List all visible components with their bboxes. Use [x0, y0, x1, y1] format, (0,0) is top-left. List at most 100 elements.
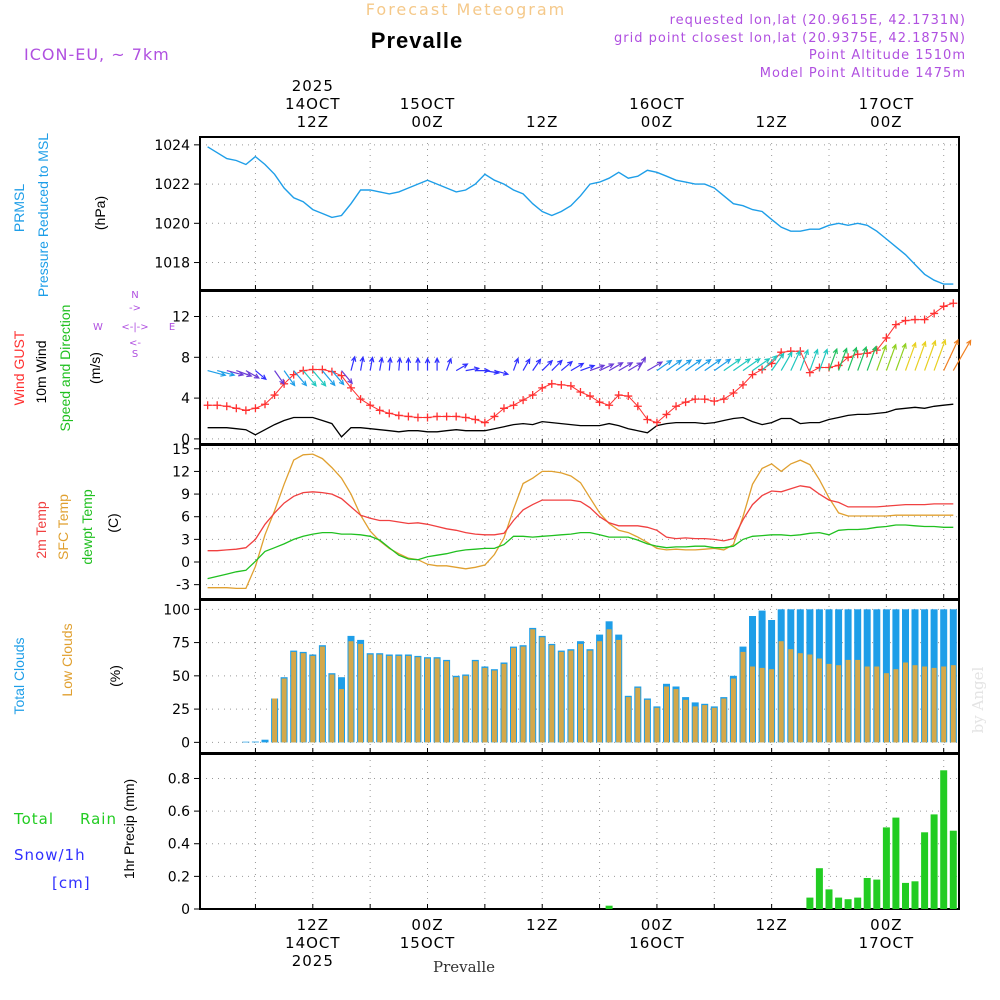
gust-marker — [566, 381, 575, 390]
wind-ytick-label: 0 — [181, 432, 190, 448]
gust-marker — [538, 383, 547, 392]
compass-arrow-up: -> — [129, 303, 141, 314]
bottom-time-label: 14OCT — [285, 934, 341, 952]
gust-marker — [719, 395, 728, 404]
wind-arrow — [799, 348, 809, 371]
gust-marker — [595, 398, 604, 407]
wind-arrow — [694, 358, 712, 372]
wind-arrow — [532, 358, 542, 371]
wind-ytick-label: 4 — [181, 391, 190, 407]
clouds-ytick-label: 100 — [163, 602, 190, 618]
gust-marker — [586, 392, 595, 401]
low-cloud-bar — [597, 641, 603, 743]
wind-arrow — [885, 343, 897, 371]
top-time-label: 00Z — [641, 113, 673, 131]
low-cloud-bar — [912, 665, 918, 743]
t2m-line — [207, 485, 954, 552]
wind-arrow — [321, 370, 336, 387]
wind-arrow — [599, 363, 615, 372]
low-cloud-bar — [625, 697, 631, 743]
pressure-ytick-label: 1020 — [154, 216, 190, 232]
rain-bar — [940, 770, 948, 909]
low-cloud-bar — [434, 658, 440, 743]
gust-marker — [738, 380, 747, 389]
gust-marker — [490, 412, 499, 421]
top-time-label: 14OCT — [285, 95, 341, 113]
clouds-ytick-label: 50 — [172, 669, 190, 685]
gust-marker — [404, 412, 413, 421]
low-cloud-bar — [654, 707, 660, 743]
top-time-label: 12Z — [297, 113, 329, 131]
low-cloud-bar — [444, 661, 450, 743]
wind-arrow — [207, 370, 227, 377]
gust-marker — [605, 401, 614, 410]
gust-marker — [672, 402, 681, 411]
low-cloud-bar — [386, 655, 392, 743]
gust-marker — [882, 333, 891, 342]
rain-bar — [921, 832, 929, 909]
wind-ytick-label: 8 — [181, 350, 190, 366]
low-cloud-bar — [788, 649, 794, 743]
gust-marker — [528, 391, 537, 400]
pressure-units: (hPa) — [92, 196, 108, 230]
wind-arrow — [369, 356, 375, 371]
rain-bar — [815, 868, 823, 909]
temp-ytick-label: -3 — [176, 578, 190, 594]
wind-arrow — [933, 338, 947, 371]
low-cloud-bar — [501, 663, 507, 743]
low-cloud-bar — [941, 666, 947, 743]
wind-arrow — [838, 347, 848, 371]
wind-frame — [199, 290, 960, 445]
wind-arrow — [396, 356, 403, 371]
low-cloud-bar — [683, 699, 689, 743]
gust-marker — [557, 380, 566, 389]
overlay-title: Forecast Meteogram — [366, 0, 566, 19]
gust-marker — [452, 412, 461, 421]
low-cloud-bar — [711, 707, 717, 743]
low-cloud-bar — [826, 663, 832, 743]
wind-arrow — [331, 370, 345, 386]
wind-arrow — [790, 349, 801, 371]
wind-arrow — [541, 359, 554, 372]
gust-marker — [308, 365, 317, 374]
gust-marker — [633, 402, 642, 411]
wind-arrow — [895, 342, 907, 371]
gust-marker — [356, 395, 365, 404]
wind-arrow — [914, 340, 927, 371]
snow-units: [cm] — [52, 874, 91, 892]
bottom-time-label: 12Z — [526, 916, 558, 934]
wind-arrow — [551, 359, 563, 372]
wind-arrow — [904, 341, 917, 371]
gust-marker — [509, 401, 518, 410]
low-cloud-bar — [568, 650, 574, 743]
clouds-ytick-label: 75 — [172, 636, 190, 652]
wind-arrow — [378, 356, 384, 371]
gust-marker — [480, 418, 489, 427]
gust-marker — [337, 371, 346, 380]
precip-frame — [199, 753, 960, 910]
gust-marker — [251, 404, 260, 413]
temp-ytick-label: 3 — [181, 532, 190, 548]
prmsl-line — [207, 146, 954, 285]
temp-ytick-label: 15 — [172, 442, 190, 458]
low-cloud-bar — [644, 699, 650, 743]
low-cloud-bar — [845, 659, 851, 743]
wind-arrow — [415, 356, 421, 371]
tsfc-label: SFC Temp — [55, 494, 71, 560]
low-cloud-bar — [415, 657, 421, 743]
gust-marker — [643, 415, 652, 424]
low-cloud-bar — [673, 689, 679, 743]
gust-marker — [442, 412, 451, 421]
precip-ytick-label: 0.8 — [168, 771, 190, 787]
rain-bar — [930, 814, 938, 909]
bottom-time-label: 16OCT — [629, 934, 685, 952]
low-cloud-bar — [272, 698, 278, 743]
wind-arrow — [434, 356, 440, 371]
wind-arrow — [494, 370, 510, 376]
wind-arrow — [302, 370, 317, 387]
wind-arrow — [236, 370, 253, 378]
temperature-panel: -3 0 3 6 9 12 15 — [172, 442, 960, 600]
low-cloud-bar — [606, 629, 612, 743]
low-cloud-bar — [836, 665, 842, 743]
